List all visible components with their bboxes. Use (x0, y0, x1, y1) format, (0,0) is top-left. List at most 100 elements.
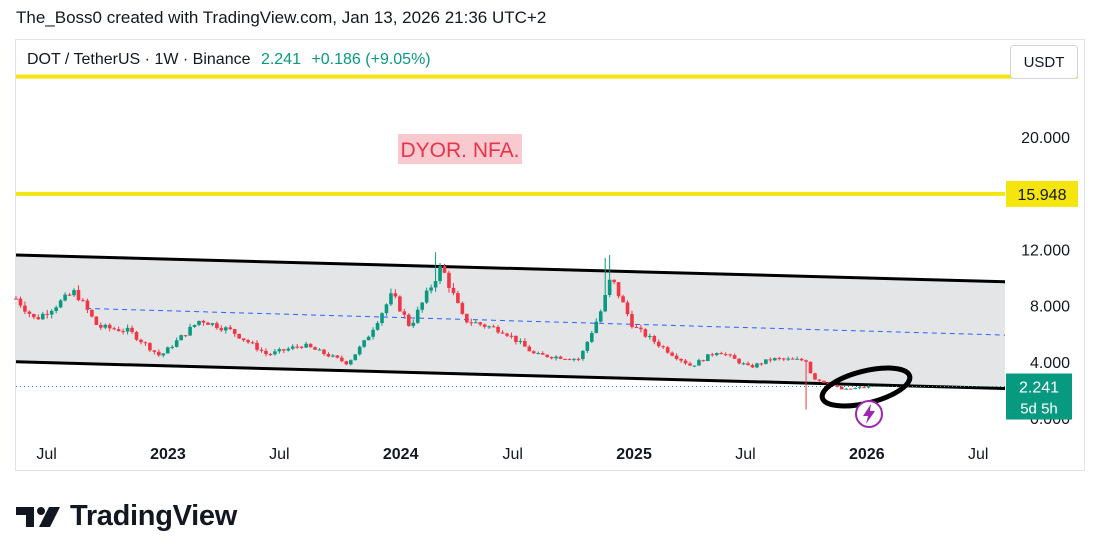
candle-body (384, 304, 389, 314)
x-tick-label: Jul (968, 446, 988, 463)
candle-body (63, 294, 67, 301)
candle-body (509, 335, 514, 337)
symbol-name[interactable]: DOT / TetherUS · 1W · Binance (27, 51, 251, 68)
candle-body (656, 341, 661, 347)
candle-body (505, 333, 509, 336)
candle-body (594, 321, 599, 334)
candle-body (295, 346, 300, 348)
candle-body (598, 311, 603, 322)
candle-body (540, 353, 545, 355)
candle-body (866, 386, 871, 388)
candle-body (393, 293, 398, 297)
candle-body (500, 332, 505, 334)
candle-body (487, 326, 491, 328)
channel-midline (86, 307, 1006, 336)
candle-body (40, 313, 45, 320)
candle-body (661, 346, 666, 348)
candle-body (808, 361, 813, 374)
candle-body (576, 358, 581, 360)
tradingview-logo-icon (16, 506, 60, 527)
candle-body (429, 287, 433, 291)
candle-body (331, 355, 335, 357)
candle-body (790, 358, 795, 360)
candle-body (259, 349, 264, 351)
candle-body (94, 316, 99, 325)
candle-body (465, 313, 469, 323)
candle-body (99, 324, 103, 328)
candle-body (18, 298, 23, 306)
chart-caption: The_Boss0 created with TradingView.com, … (16, 8, 547, 27)
candle-body (795, 358, 799, 360)
candle-body (581, 350, 585, 360)
candle-body (442, 266, 447, 273)
candle-body (460, 303, 465, 314)
candle-body (545, 354, 549, 358)
candle-body (612, 279, 616, 283)
last-price-label: 2.241 (1019, 380, 1059, 397)
x-tick-label: Jul (36, 446, 56, 463)
candle-body (710, 354, 715, 356)
candle-body (282, 349, 286, 351)
candle-body (174, 340, 179, 347)
candle-body (478, 322, 483, 325)
axis-layer: 0.0004.0008.00012.00020.000Jul2023Jul202… (36, 130, 1078, 463)
candle-body (157, 351, 161, 356)
candle-body (27, 311, 32, 314)
candle-body (170, 346, 175, 348)
candle-body (67, 294, 72, 296)
currency-button[interactable]: USDT (1010, 45, 1078, 79)
candle-body (456, 293, 460, 304)
candle-body (206, 322, 210, 325)
candle-body (228, 327, 233, 330)
annotation-text: DYOR. NFA. (400, 139, 519, 162)
candle-body (590, 333, 594, 342)
candle-body (759, 363, 764, 365)
candle-body (299, 346, 304, 348)
channel-layer (15, 253, 1006, 390)
candle-body (273, 351, 277, 355)
candle-body (420, 302, 424, 310)
chart-frame[interactable] (15, 39, 1085, 471)
candle-body (737, 358, 741, 364)
candle-body (665, 347, 670, 353)
candle-body (781, 358, 786, 360)
candle-body (804, 360, 808, 362)
candle-body (643, 329, 648, 337)
candle-body (326, 354, 331, 357)
channel-lower-line (15, 360, 1006, 390)
level-price-label: 15.948 (1018, 187, 1067, 204)
candle-body (732, 355, 737, 359)
candle-body (674, 355, 679, 359)
tradingview-logo[interactable]: TradingView (16, 500, 237, 533)
candle-body (563, 358, 567, 360)
candle-body (134, 332, 139, 340)
candle-body (844, 388, 849, 390)
candle-body (496, 327, 500, 333)
candle-body (223, 327, 228, 331)
candle-body (616, 282, 621, 297)
legend-price: 2.241 (260, 51, 301, 68)
candle-body (451, 287, 456, 294)
candle-body (822, 380, 826, 383)
symbol-legend[interactable]: DOT / TetherUS · 1W · Binance 2.241 +0.1… (27, 51, 431, 69)
candle-body (107, 324, 112, 329)
overlay-layer: DYOR. NFA. (398, 134, 913, 428)
candle-body (54, 307, 58, 311)
candle-body (786, 358, 790, 360)
candle-body (197, 320, 201, 325)
candle-body (630, 314, 634, 328)
candle-body (90, 309, 94, 317)
candle-body (255, 342, 259, 350)
flash-icon-bolt (863, 404, 875, 424)
countdown-label: 5d 5h (1020, 401, 1058, 418)
candle-body (683, 360, 688, 364)
legend-change: +0.186 (+9.05%) (311, 51, 431, 68)
candle-body (523, 340, 527, 347)
candle-body (14, 298, 18, 300)
candle-body (219, 328, 224, 331)
candle-body (143, 342, 148, 344)
candle-body (76, 290, 81, 301)
candle-body (603, 295, 607, 312)
candle-body (192, 324, 197, 327)
